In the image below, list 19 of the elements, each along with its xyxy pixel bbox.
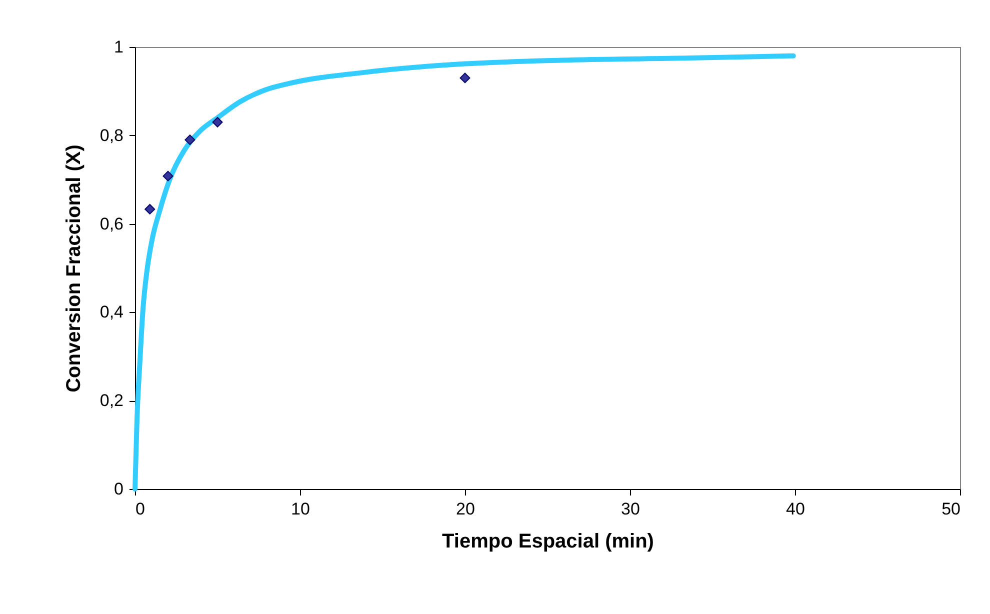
x-axis-title: Tiempo Espacial (min) (442, 530, 654, 552)
x-tick-label: 20 (456, 500, 475, 518)
y-tick-label: 0,8 (100, 126, 124, 145)
y-tick-label: 0 (114, 480, 124, 498)
x-tick-label: 10 (291, 500, 310, 518)
x-tick-label: 50 (942, 500, 960, 518)
y-tick-label: 1 (114, 38, 124, 56)
y-axis-title: Conversion Fraccional (X) (62, 144, 85, 392)
point (212, 116, 223, 128)
x-tick-label: 40 (786, 500, 805, 518)
x-tick-label: 0 (136, 500, 145, 518)
point (144, 204, 156, 214)
y-tick-label: 0,4 (100, 302, 124, 322)
y-tick-label: 0,2 (100, 391, 124, 410)
y-tick-label: 0,6 (100, 214, 124, 234)
point (460, 72, 470, 84)
point (184, 134, 196, 146)
x-tick-label: 30 (621, 500, 640, 518)
point (162, 170, 174, 182)
